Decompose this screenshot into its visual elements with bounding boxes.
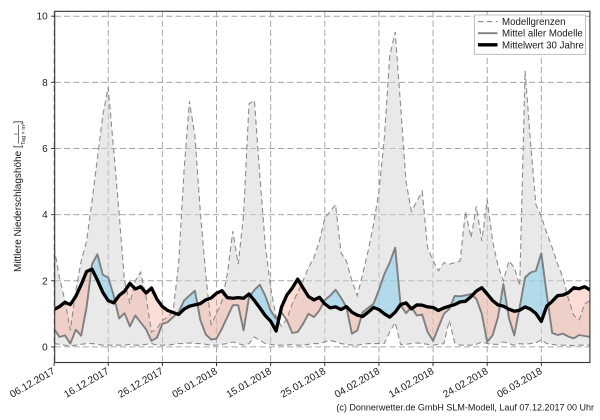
- svg-text:l: l: [14, 133, 20, 134]
- svg-text:Tag × m²: Tag × m²: [21, 123, 27, 145]
- svg-text:8: 8: [42, 78, 48, 89]
- svg-text:0: 0: [42, 342, 48, 353]
- svg-text:Mittlere Niederschlagshöhe [: Mittlere Niederschlagshöhe [: [13, 145, 24, 272]
- svg-text:10: 10: [37, 12, 49, 23]
- svg-text:Mittel aller Modelle: Mittel aller Modelle: [502, 29, 583, 40]
- svg-text:Mittelwert 30 Jahre: Mittelwert 30 Jahre: [502, 40, 584, 51]
- svg-text:]: ]: [13, 121, 24, 124]
- svg-text:6: 6: [42, 144, 48, 155]
- svg-text:2: 2: [42, 276, 48, 287]
- svg-text:Modellgrenzen: Modellgrenzen: [502, 17, 566, 28]
- svg-text:(c) Donnerwetter.de GmbH SLM-M: (c) Donnerwetter.de GmbH SLM-Modell, Lau…: [336, 403, 594, 413]
- svg-text:4: 4: [42, 210, 48, 221]
